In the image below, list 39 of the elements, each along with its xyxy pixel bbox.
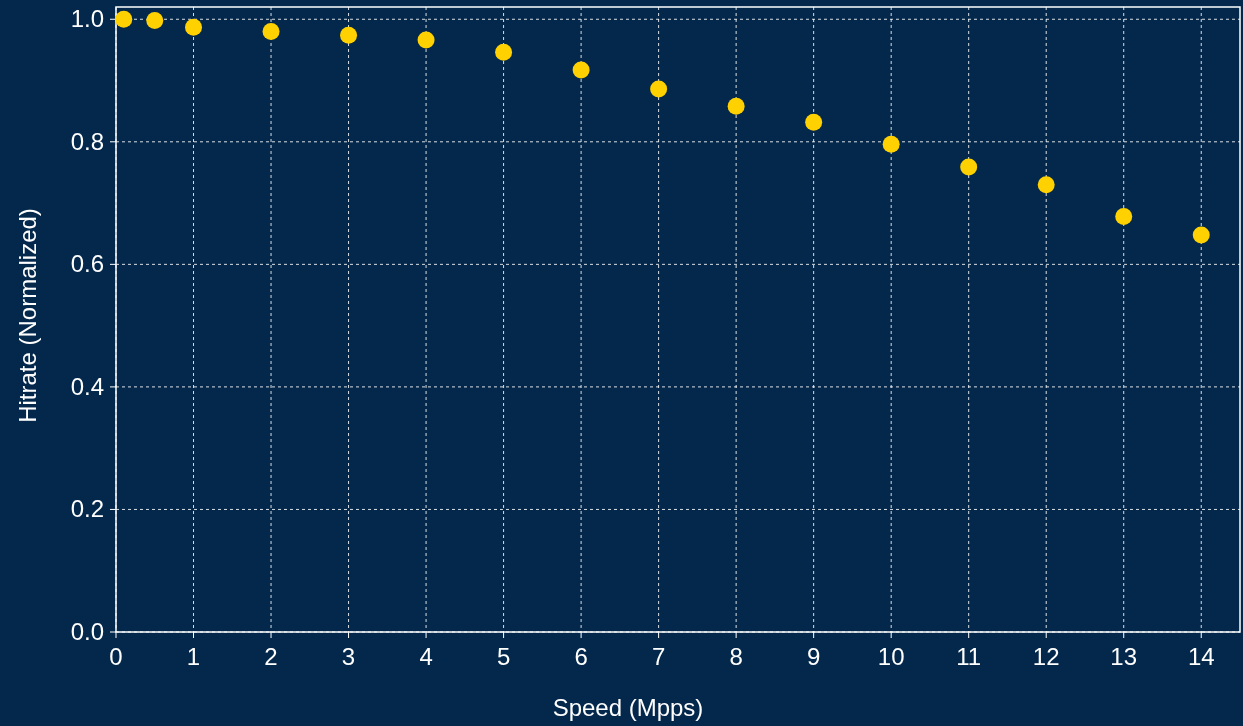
point [1192,226,1210,244]
x-tick-label: 6 [574,643,588,670]
point [727,97,745,115]
x-tick-label: 2 [264,643,278,670]
x-tick-label: 11 [956,643,982,670]
point [115,10,133,28]
y-axis-title: Hitrate (Normalized) [14,208,41,423]
y-tick-label: 0.0 [70,618,104,645]
x-tick-label: 3 [341,643,356,670]
point [417,31,435,49]
x-tick-label: 1 [186,643,201,670]
point [146,11,164,29]
point [960,158,978,176]
x-tick-label: 8 [729,643,743,670]
y-tick-label: 0.6 [70,250,104,278]
point [495,43,513,61]
x-tick-label: 13 [1110,643,1138,670]
x-tick-label: 0 [109,643,123,670]
x-tick-label: 7 [651,643,666,670]
y-tick-label: 0.8 [70,127,104,155]
y-tick-label: 1.0 [70,5,104,33]
point [1115,208,1133,226]
point [185,18,203,36]
point [882,135,900,153]
x-axis-title: Speed (Mpps) [552,694,704,721]
point [805,113,823,131]
point [1037,176,1055,194]
y-tick-label: 0.4 [70,372,104,400]
x-tick-label: 4 [419,643,433,670]
x-tick-label: 14 [1187,643,1215,670]
point [340,26,358,44]
x-tick-label: 9 [806,643,821,670]
point [650,80,668,98]
point [262,23,280,41]
y-tick-label: 0.2 [70,495,104,523]
x-tick-label: 12 [1032,643,1060,670]
x-tick-label: 10 [877,643,905,670]
point [572,61,590,79]
x-tick-label: 5 [496,643,511,670]
